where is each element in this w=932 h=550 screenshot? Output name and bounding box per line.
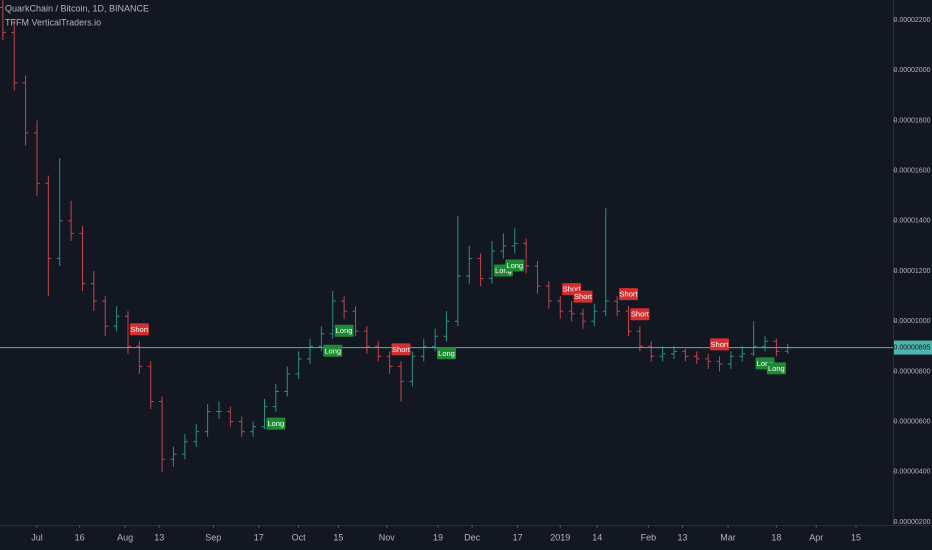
signal-box <box>437 347 456 360</box>
y-tick-label: 0.00002200 <box>894 17 931 24</box>
y-tick-label: 0.00001200 <box>894 268 931 275</box>
x-tick-label: Oct <box>292 532 307 542</box>
y-tick-label: 0.00000600 <box>894 418 931 425</box>
signal-box <box>630 308 650 321</box>
x-tick-label: Feb <box>641 532 657 542</box>
signal-box <box>266 417 286 430</box>
signal-label: Short <box>711 340 730 349</box>
signal-box <box>766 362 786 375</box>
y-tick-label: 0.00001400 <box>894 218 931 225</box>
signal-box <box>391 343 411 356</box>
signal-box <box>619 288 639 301</box>
y-tick-label: 0.00000400 <box>894 469 931 476</box>
signal-label: Short <box>130 325 149 334</box>
signal-box <box>505 259 525 272</box>
signal-label: Short <box>563 285 582 294</box>
signal-box <box>129 323 149 336</box>
y-tick-label: 0.00001600 <box>894 167 931 174</box>
x-tick-label: 15 <box>333 532 343 542</box>
y-tick-label: 0.00000200 <box>894 519 931 526</box>
x-tick-label: 16 <box>75 532 85 542</box>
x-tick-label: Sep <box>205 532 221 542</box>
signal-label: Long <box>268 419 285 428</box>
x-tick-label: Jul <box>31 532 43 542</box>
signal-label: Short <box>631 310 650 319</box>
x-tick-label: 2019 <box>550 532 570 542</box>
signal-label: Long <box>757 359 774 368</box>
x-tick-label: 17 <box>513 532 523 542</box>
y-tick-label: 0.00002000 <box>894 67 931 74</box>
x-tick-label: 13 <box>678 532 688 542</box>
signal-label: Long <box>768 364 785 373</box>
chart-subtitle: TFFM VerticalTraders.io <box>5 17 101 27</box>
x-tick-label: Aug <box>117 532 133 542</box>
signal-label: Short <box>620 290 639 299</box>
y-tick-label: 0.00000800 <box>894 368 931 375</box>
signal-label: Long <box>336 326 353 335</box>
x-tick-label: Apr <box>809 532 823 542</box>
signal-box <box>323 344 343 357</box>
x-tick-label: 17 <box>254 532 264 542</box>
y-tick-label: 0.00001800 <box>894 117 931 124</box>
x-tick-label: Mar <box>720 532 736 542</box>
signal-box <box>334 324 354 337</box>
x-tick-label: 19 <box>433 532 443 542</box>
signal-label: Long <box>324 346 341 355</box>
y-tick-label: 0.00001000 <box>894 318 931 325</box>
bars <box>0 0 791 472</box>
signal-label: Short <box>574 292 593 301</box>
signal-box <box>710 338 730 351</box>
signal-box <box>573 290 593 303</box>
x-tick-label: 13 <box>154 532 164 542</box>
signal-label: Long <box>438 349 455 358</box>
signal-label: Long <box>495 266 512 275</box>
x-tick-label: 14 <box>592 532 602 542</box>
last-price-label: 0.00000895 <box>894 344 931 351</box>
x-tick-label: 18 <box>771 532 781 542</box>
x-tick-label: Dec <box>464 532 481 542</box>
signal-label: Short <box>392 345 411 354</box>
signal-label: Long <box>506 261 523 270</box>
chart-title: QuarkChain / Bitcoin, 1D, BINANCE <box>5 3 149 13</box>
x-tick-label: Nov <box>379 532 396 542</box>
last-price-box <box>894 340 932 355</box>
x-tick-label: 15 <box>851 532 861 542</box>
